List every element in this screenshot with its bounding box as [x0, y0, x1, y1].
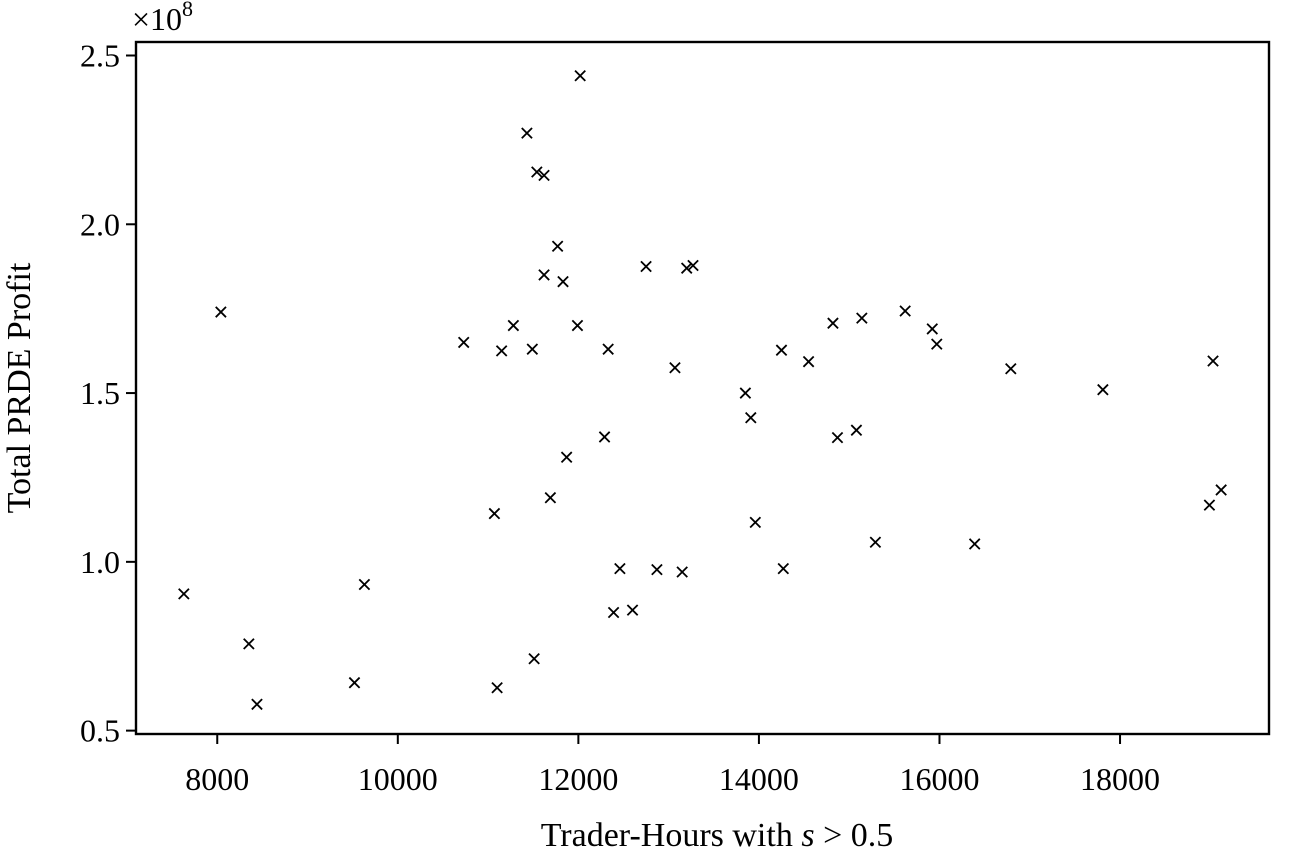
data-point — [560, 451, 573, 463]
y-offset-exponent: 8 — [182, 0, 193, 21]
y-axis: 0.5 1.0 1.5 2.0 2.5 — [80, 38, 136, 749]
x-tick-label: 14000 — [719, 761, 799, 797]
x-tick-label: 16000 — [899, 761, 979, 797]
x-axis: 8000 10000 12000 14000 16000 18000 — [185, 734, 1160, 797]
y-tick-label: 1.5 — [80, 375, 120, 411]
data-point — [526, 343, 539, 355]
data-point — [931, 338, 943, 350]
data-point — [802, 355, 815, 368]
x-tick-label: 10000 — [358, 761, 438, 797]
data-point — [926, 323, 939, 335]
data-point — [531, 166, 543, 178]
data-point — [680, 262, 693, 274]
x-tick-label: 12000 — [538, 761, 618, 797]
data-point — [739, 387, 752, 399]
data-point — [831, 431, 844, 444]
data-point — [358, 578, 371, 591]
data-point — [850, 424, 863, 436]
data-point — [551, 240, 564, 252]
y-tick-label: 2.0 — [80, 206, 120, 242]
data-point — [571, 319, 584, 332]
plot-frame — [134, 40, 1271, 736]
data-point — [528, 652, 540, 665]
y-tick-label: 0.5 — [80, 713, 120, 749]
data-point — [640, 260, 652, 273]
data-point — [968, 538, 981, 550]
data-point — [507, 319, 520, 332]
data-points — [178, 69, 1227, 711]
data-point — [602, 343, 614, 355]
data-point — [538, 169, 550, 182]
data-point — [521, 127, 533, 139]
data-point — [607, 606, 620, 619]
data-point — [687, 259, 699, 272]
data-point — [178, 588, 190, 600]
data-point — [1203, 499, 1216, 511]
data-point — [574, 69, 586, 82]
data-point — [626, 604, 639, 616]
data-point — [488, 507, 501, 520]
data-point — [557, 275, 569, 288]
data-point — [491, 681, 503, 694]
data-point — [745, 411, 757, 424]
data-point — [775, 344, 788, 356]
data-point — [1207, 355, 1219, 367]
data-point — [495, 345, 508, 357]
data-point — [1215, 484, 1227, 496]
data-point — [676, 566, 688, 578]
x-tick-label: 18000 — [1080, 761, 1160, 797]
y-tick-label: 2.5 — [80, 38, 120, 74]
data-point — [1097, 383, 1109, 396]
data-point — [899, 305, 911, 317]
data-point — [669, 361, 681, 374]
data-point — [827, 317, 839, 329]
data-point — [538, 269, 550, 281]
data-point — [598, 431, 611, 443]
x-tick-label: 8000 — [185, 761, 249, 797]
data-point — [869, 536, 882, 549]
data-point — [544, 491, 557, 504]
data-point — [856, 312, 868, 324]
data-point — [749, 516, 762, 529]
y-offset-label: ×108 — [132, 0, 193, 37]
data-point — [777, 562, 790, 575]
data-point — [215, 306, 227, 318]
data-point — [457, 336, 470, 349]
data-point — [348, 676, 361, 689]
data-point — [651, 563, 663, 576]
data-point — [1005, 362, 1017, 375]
y-axis-label: Total PRDE Profit — [1, 262, 38, 513]
data-point — [614, 562, 626, 575]
y-tick-label: 1.0 — [80, 544, 120, 580]
data-point — [251, 698, 263, 711]
x-axis-label: Trader-Hours with s > 0.5 — [541, 817, 894, 854]
data-point — [243, 638, 255, 650]
